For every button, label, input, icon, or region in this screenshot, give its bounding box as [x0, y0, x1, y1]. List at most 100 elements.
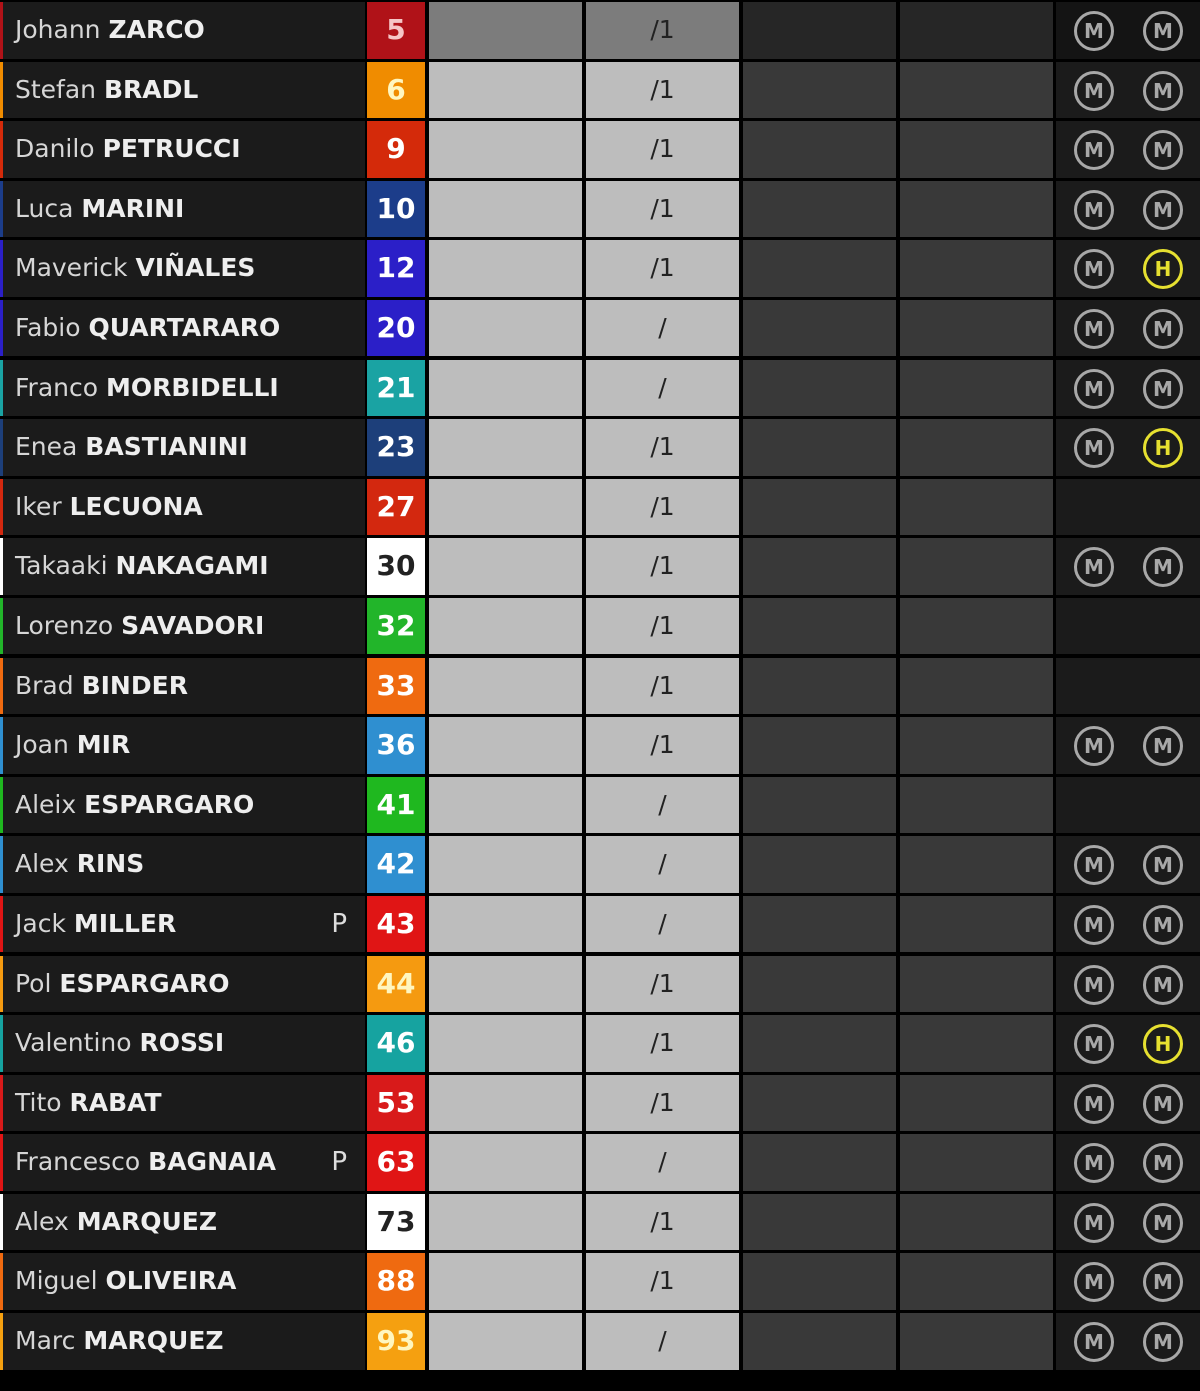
- lap-cell: /: [586, 895, 739, 953]
- timing-cell-1: [429, 359, 582, 417]
- rider-row[interactable]: Iker LECUONA 27 /1: [0, 478, 1200, 536]
- last-name: QUARTARARO: [88, 312, 281, 342]
- rear-tyre-medium-icon: M: [1143, 904, 1183, 945]
- last-name: ESPARGARO: [84, 789, 255, 819]
- first-name: Francesco: [15, 1147, 141, 1177]
- timing-cell-1: [429, 1253, 582, 1310]
- timing-cell-3: [743, 121, 896, 178]
- timing-cell-3: [743, 1015, 896, 1072]
- rider-name: Valentino ROSSI: [3, 1015, 365, 1072]
- team-color-stripe: [0, 299, 3, 357]
- timing-cell-1: [429, 538, 582, 595]
- timing-cell-4: [900, 1015, 1053, 1072]
- rear-tyre-hard-icon: H: [1143, 249, 1183, 290]
- timing-cell-1: [429, 1313, 582, 1370]
- team-color-stripe: [0, 2, 3, 59]
- first-name: Enea: [15, 432, 78, 462]
- first-name: Lorenzo: [15, 610, 114, 640]
- team-color-stripe: [0, 895, 3, 953]
- timing-cell-4: [900, 597, 1053, 655]
- timing-cell-1: [429, 1074, 582, 1132]
- team-color-stripe: [0, 1134, 3, 1191]
- rider-row[interactable]: Brad BINDER 33 /1: [0, 657, 1200, 715]
- timing-cell-4: [900, 1253, 1053, 1310]
- team-color-stripe: [0, 1313, 3, 1370]
- rider-row[interactable]: Lorenzo SAVADORI 32 /1: [0, 597, 1200, 655]
- lap-cell: /1: [586, 1193, 739, 1251]
- rider-row[interactable]: Aleix ESPARGARO 41 /: [0, 776, 1200, 834]
- tyre-cell: [1056, 597, 1200, 655]
- timing-cell-1: [429, 1193, 582, 1251]
- rear-tyre-medium-icon: M: [1143, 130, 1183, 171]
- lap-cell: /: [586, 1134, 739, 1191]
- last-name: SAVADORI: [121, 610, 265, 640]
- timing-cell-3: [743, 1193, 896, 1251]
- timing-cell-3: [743, 955, 896, 1012]
- rider-number: 30: [367, 538, 425, 595]
- first-name: Franco: [15, 372, 99, 402]
- timing-cell-4: [900, 359, 1053, 417]
- rider-name: Fabio QUARTARARO: [3, 299, 365, 357]
- last-name: BASTIANINI: [85, 432, 248, 462]
- rider-number: 9: [367, 121, 425, 178]
- last-name: LECUONA: [69, 491, 203, 521]
- front-tyre-medium-icon: M: [1074, 249, 1114, 290]
- team-color-stripe: [0, 776, 3, 834]
- lap-cell: /1: [586, 2, 739, 59]
- rider-name: Aleix ESPARGARO: [3, 776, 365, 834]
- timing-cell-1: [429, 776, 582, 834]
- team-color-stripe: [0, 836, 3, 893]
- timing-cell-1: [429, 657, 582, 715]
- team-color-stripe: [0, 1193, 3, 1251]
- lap-cell: /1: [586, 419, 739, 476]
- first-name: Fabio: [15, 312, 81, 342]
- team-color-stripe: [0, 121, 3, 178]
- rider-number: 32: [367, 597, 425, 655]
- team-color-stripe: [0, 538, 3, 595]
- timing-cell-3: [743, 299, 896, 357]
- rider-number: 36: [367, 717, 425, 774]
- timing-cell-4: [900, 836, 1053, 893]
- team-color-stripe: [0, 657, 3, 715]
- tyre-cell: [1056, 657, 1200, 715]
- timing-cell-1: [429, 478, 582, 536]
- rider-name: Lorenzo SAVADORI: [3, 597, 365, 655]
- rider-number: 20: [367, 299, 425, 357]
- team-color-stripe: [0, 717, 3, 774]
- first-name: Johann: [15, 15, 101, 44]
- last-name: MILLER: [73, 908, 177, 938]
- timing-cell-4: [900, 717, 1053, 774]
- rider-name: Alex MARQUEZ: [3, 1193, 365, 1251]
- lap-cell: /1: [586, 1015, 739, 1072]
- last-name: NAKAGAMI: [115, 551, 269, 581]
- rider-name: Joan MIR: [3, 717, 365, 774]
